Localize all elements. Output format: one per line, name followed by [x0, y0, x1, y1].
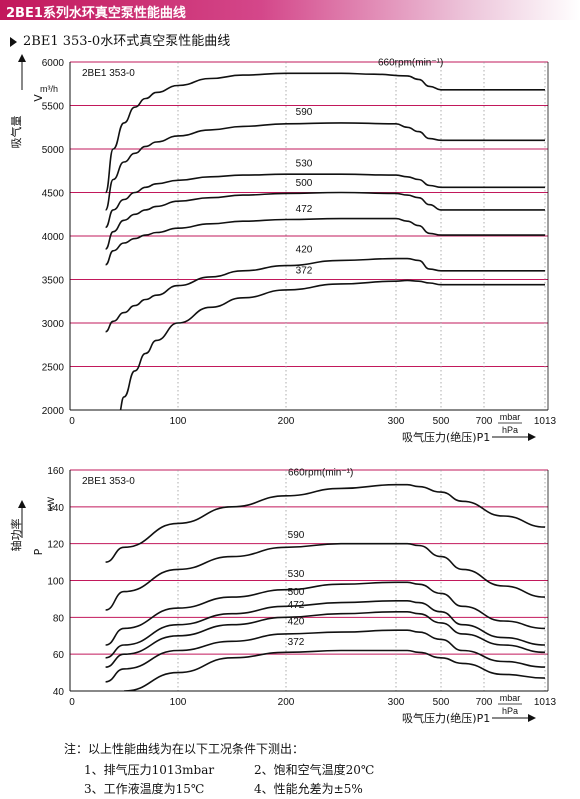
- series-line-420: [105, 629, 546, 683]
- series-label: 472: [296, 204, 313, 215]
- x-tick-label: 200: [278, 416, 295, 427]
- series-line-590: [105, 542, 546, 611]
- x-tick-label: 300: [388, 697, 405, 708]
- note-item: 1、排气压力1013mbar: [84, 763, 215, 777]
- x-unit-mbar: mbar: [500, 412, 521, 422]
- series-label: 660rpm(min⁻¹): [378, 57, 443, 68]
- series-line-530: [105, 173, 545, 229]
- subtitle-text: 2BE1 353-0水环式真空泵性能曲线: [23, 34, 231, 49]
- series-label: 590: [296, 107, 313, 118]
- x-tick-label: 100: [170, 416, 187, 427]
- series-line-660: [104, 72, 545, 194]
- y-tick-label: 2500: [42, 363, 65, 374]
- y-axis-label: 吸气量: [9, 116, 23, 149]
- model-label: 2BE1 353-0: [82, 476, 135, 487]
- x-axis-arrow-head: [528, 433, 536, 441]
- series-label: 530: [296, 158, 313, 169]
- y-tick-label: 100: [47, 577, 64, 588]
- y-tick-label: 60: [53, 650, 65, 661]
- y-tick-label: 40: [53, 687, 65, 698]
- series-label: 500: [296, 178, 313, 189]
- x-tick-label: 500: [433, 416, 450, 427]
- x-tick-label: 700: [476, 697, 493, 708]
- x-tick-label: 500: [433, 697, 450, 708]
- series-label: 372: [296, 265, 313, 276]
- series-label: 660rpm(min⁻¹): [288, 468, 353, 479]
- series-line-500: [105, 191, 545, 250]
- series-line-472: [105, 611, 546, 668]
- series-line-660: [105, 483, 546, 563]
- power-chart: 40 60 80 100 120 140 160 0 100 200 300 500 700 1013 mb…: [9, 466, 557, 725]
- y-tick-label: 2000: [42, 406, 65, 417]
- x-unit-mbar: mbar: [500, 693, 521, 703]
- series-label: 420: [288, 617, 305, 628]
- notes-heading: 注：以上性能曲线为在以下工况条件下测出：: [64, 742, 305, 756]
- series-line-372: [119, 279, 545, 410]
- series-label: 530: [288, 569, 305, 580]
- note-item: 2、饱和空气温度20℃: [254, 763, 375, 777]
- triangle-bullet-icon: [10, 36, 17, 47]
- note-item: 4、性能允差为±5%: [254, 782, 363, 796]
- y-tick-label: 5500: [42, 102, 65, 113]
- y-axis-symbol: P: [32, 548, 45, 555]
- series-line-372: [123, 649, 546, 691]
- x-tick-label: 200: [278, 697, 295, 708]
- x-tick-label: 700: [476, 416, 493, 427]
- x-unit-hpa: hPa: [502, 425, 518, 435]
- series-label: 420: [296, 245, 313, 256]
- x-unit-hpa: hPa: [502, 706, 518, 716]
- y-axis-symbol: V: [32, 94, 45, 102]
- y-tick-label: 3500: [42, 276, 65, 287]
- y-tick-label: 120: [47, 540, 64, 551]
- series-line-500: [105, 600, 546, 659]
- series-label: 372: [288, 637, 305, 648]
- y-tick-label: 4000: [42, 232, 65, 243]
- x-tick-label: 300: [388, 416, 405, 427]
- series-line-530: [105, 581, 546, 646]
- model-label: 2BE1 353-0: [82, 68, 135, 79]
- y-tick-label: 6000: [42, 58, 65, 69]
- y-tick-label: 140: [47, 503, 64, 514]
- x-axis-label: 吸气压力(绝压)P1: [402, 711, 490, 725]
- x-tick-label: 1013: [534, 697, 557, 708]
- x-tick-label: 0: [69, 416, 75, 427]
- note-item: 3、工作液温度为15℃: [84, 782, 205, 796]
- volume-chart: 2000 2500 3000 3500 4000 4500 5000 5500 6000 0 100…: [9, 54, 557, 444]
- series-line-590: [104, 122, 545, 211]
- y-axis-arrow-head: [18, 500, 26, 508]
- x-tick-label: 0: [69, 697, 75, 708]
- x-axis-label: 吸气压力(绝压)P1: [402, 430, 490, 444]
- y-tick-label: 3000: [42, 319, 65, 330]
- x-tick-label: 1013: [534, 416, 557, 427]
- series-label: 500: [288, 587, 305, 598]
- test-conditions-notes: 注：以上性能曲线为在以下工况条件下测出： 1、排气压力1013mbar 2、饱和…: [64, 740, 454, 799]
- y-unit-label: kW: [46, 497, 56, 511]
- y-tick-label: 160: [47, 466, 64, 477]
- series-label: 472: [288, 600, 305, 611]
- y-axis-label: 轴功率: [9, 519, 23, 552]
- header-banner: 2BE1系列水环真空泵性能曲线: [0, 0, 580, 21]
- y-tick-label: 80: [53, 613, 65, 624]
- y-unit-label: m³/h: [40, 84, 58, 94]
- x-tick-label: 100: [170, 697, 187, 708]
- y-tick-label: 4500: [42, 189, 65, 200]
- y-tick-label: 5000: [42, 145, 65, 156]
- series-label: 590: [288, 530, 305, 541]
- banner-title: 2BE1系列水环真空泵性能曲线: [6, 6, 186, 21]
- x-axis-arrow-head: [528, 714, 536, 722]
- series-line-472: [105, 217, 545, 266]
- y-axis-arrow-head: [18, 54, 26, 62]
- page-subtitle: 2BE1 353-0水环式真空泵性能曲线: [10, 30, 230, 49]
- series-line-420: [105, 257, 545, 333]
